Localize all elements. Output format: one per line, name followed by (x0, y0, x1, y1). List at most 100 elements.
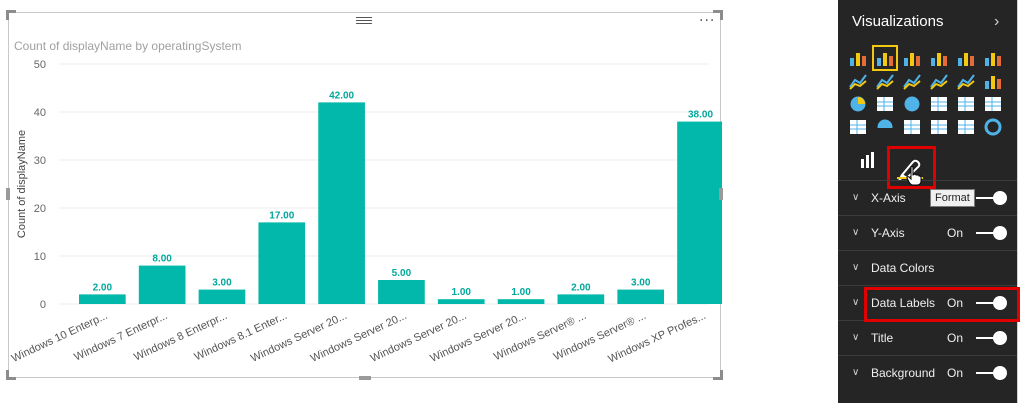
y-axis-toggle[interactable] (976, 226, 1007, 240)
more-options-icon[interactable]: ··· (699, 13, 716, 29)
data-labels-highlight-box (864, 287, 1020, 322)
clustered-column-icon[interactable] (929, 48, 949, 68)
100-bar-icon[interactable] (956, 48, 976, 68)
bar (378, 280, 425, 304)
collapse-pane-chevron-icon[interactable]: › (994, 13, 1000, 30)
resize-handle-left[interactable] (6, 188, 10, 200)
bar (258, 222, 306, 304)
data-label: 3.00 (631, 278, 651, 289)
chart-title: Count of displayName by operatingSystem (14, 39, 242, 53)
resize-corner-bottom-right[interactable] (713, 370, 723, 380)
bar (557, 294, 605, 304)
resize-handle-bottom[interactable] (359, 376, 371, 380)
background-toggle[interactable] (976, 366, 1007, 380)
drag-handle-icon[interactable] (356, 17, 372, 25)
column-chart-visual[interactable]: ··· Count of displayName by operatingSys… (6, 10, 723, 380)
data-label: 42.00 (329, 90, 354, 101)
data-label: 3.00 (212, 278, 232, 289)
100-column-icon[interactable] (983, 48, 1003, 68)
clustered-bar-icon[interactable] (902, 48, 922, 68)
donut-icon[interactable] (983, 117, 1003, 137)
format-section-x-axis[interactable]: ∨ X-Axis (838, 180, 1017, 215)
section-label: Title (871, 331, 894, 345)
pane-edge (1017, 0, 1028, 403)
pane-title: Visualizations (852, 13, 944, 30)
gauge-icon[interactable] (875, 117, 895, 137)
format-section-data-labels[interactable]: ∨ Data Labels On (838, 285, 1017, 320)
table-icon[interactable] (929, 94, 949, 114)
filled-map-icon[interactable] (983, 94, 1003, 114)
y-tick-label: 40 (34, 107, 46, 119)
slicer-icon[interactable] (956, 117, 976, 137)
x-tick-label: Windows 10 Enterp... (10, 310, 110, 365)
y-tick-label: 20 (34, 203, 46, 215)
pane-tabs (838, 142, 1017, 189)
section-label: Y-Axis (871, 226, 905, 240)
format-section-title[interactable]: ∨ Title On (838, 320, 1017, 355)
bar (497, 299, 545, 304)
resize-corner-bottom-left[interactable] (6, 370, 16, 380)
format-tooltip: Format (930, 189, 975, 207)
format-section-data-colors[interactable]: ∨ Data Colors (838, 250, 1017, 285)
data-labels-toggle[interactable] (976, 296, 1007, 310)
resize-corner-top-right[interactable] (713, 10, 723, 20)
data-label: 2.00 (93, 282, 113, 293)
waterfall-icon[interactable] (983, 71, 1003, 91)
chart-plot: 0 10 20 30 40 50 Count of displayName 2.00 Windo… (10, 59, 722, 366)
multi-row-card-icon[interactable] (902, 117, 922, 137)
resize-handle-right[interactable] (719, 188, 723, 200)
toggle-state-label: On (947, 226, 964, 240)
line-clustered-column-icon[interactable] (956, 71, 976, 91)
chevron-down-icon[interactable]: ∨ (852, 192, 860, 203)
bar (318, 102, 365, 305)
map-icon[interactable] (902, 94, 922, 114)
chevron-down-icon[interactable]: ∨ (852, 332, 860, 343)
bar (617, 289, 665, 304)
card-icon[interactable] (929, 117, 949, 137)
chevron-down-icon[interactable]: ∨ (852, 262, 860, 273)
y-tick-label: 10 (34, 251, 46, 263)
pie-chart-icon[interactable] (848, 94, 868, 114)
section-label: Data Colors (871, 261, 935, 275)
line-column-icon[interactable] (929, 71, 949, 91)
y-axis-title: Count of displayName (16, 130, 28, 238)
toggle-state-label: On (947, 366, 964, 380)
fields-tab-icon[interactable] (860, 151, 878, 169)
format-section-background[interactable]: ∨ Background On (838, 355, 1017, 390)
bar (437, 299, 485, 304)
toggle-state-label: On (947, 296, 964, 310)
section-label: Background (871, 366, 936, 380)
area-chart-icon[interactable] (875, 71, 895, 91)
chevron-down-icon[interactable]: ∨ (852, 227, 860, 238)
stacked-area-icon[interactable] (902, 71, 922, 91)
line-chart-icon[interactable] (848, 71, 868, 91)
section-label: Data Labels (871, 296, 936, 310)
chevron-down-icon[interactable]: ∨ (852, 367, 860, 378)
treemap-icon[interactable] (875, 94, 895, 114)
format-section-y-axis[interactable]: ∨ Y-Axis On (838, 215, 1017, 250)
x-axis-toggle[interactable] (976, 191, 1007, 205)
y-tick-label: 0 (40, 299, 46, 311)
y-tick-label: 30 (34, 155, 46, 167)
funnel-icon[interactable] (848, 117, 868, 137)
toggle-state-label: On (947, 331, 964, 345)
visualizations-pane: Visualizations › ∨ X-Axis ∨ Y-Axis On ∨ Data C… (838, 0, 1017, 403)
stacked-bar-icon[interactable] (848, 48, 868, 68)
bar (79, 294, 126, 304)
stacked-column-icon[interactable] (872, 45, 898, 71)
section-label: X-Axis (871, 191, 906, 205)
bar (138, 265, 186, 304)
bar (677, 121, 722, 304)
bar (198, 289, 246, 304)
resize-corner-top-left[interactable] (6, 10, 16, 20)
data-label: 17.00 (269, 210, 294, 221)
chevron-down-icon[interactable]: ∨ (852, 297, 860, 308)
data-label: 1.00 (452, 287, 472, 298)
x-tick-label: Windows XP Profes... (606, 310, 707, 366)
data-label: 8.00 (152, 254, 172, 265)
matrix-icon[interactable] (956, 94, 976, 114)
title-toggle[interactable] (976, 331, 1007, 345)
data-label: 2.00 (571, 282, 591, 293)
data-label: 38.00 (688, 110, 713, 121)
